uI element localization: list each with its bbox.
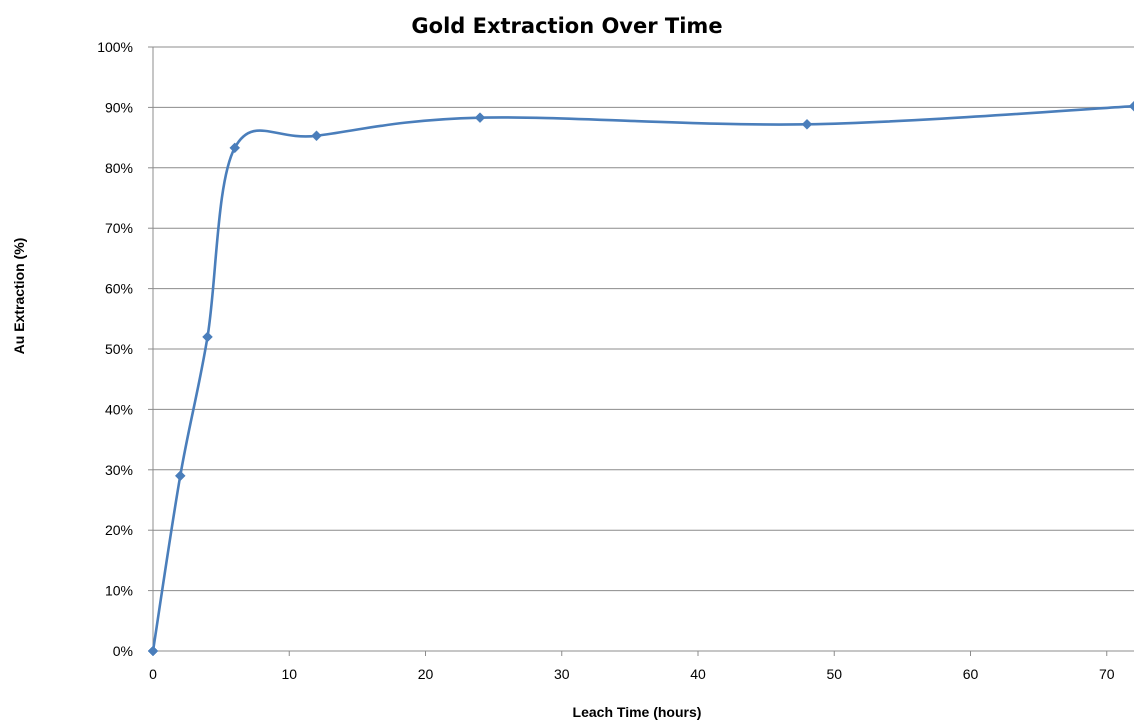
y-tick-label: 50% — [105, 341, 133, 357]
data-series — [147, 100, 1134, 657]
x-tick-label: 40 — [690, 666, 706, 682]
gridlines — [153, 46, 1134, 652]
x-tick-label: 70 — [1099, 666, 1115, 682]
axes — [148, 46, 1108, 656]
data-point-marker — [311, 130, 322, 142]
y-tick-label: 30% — [105, 462, 133, 478]
y-tick-label: 0% — [113, 643, 133, 659]
y-tick-label: 40% — [105, 401, 133, 417]
data-point-marker — [474, 112, 486, 124]
y-tick-label: 60% — [105, 281, 133, 297]
x-tick-label: 10 — [281, 666, 297, 682]
x-tick-label: 60 — [963, 666, 979, 682]
x-tick-label: 30 — [554, 666, 570, 682]
x-tick-label: 0 — [149, 666, 157, 682]
x-axis-label: Leach Time (hours) — [573, 704, 702, 720]
y-tick-label: 100% — [97, 39, 133, 55]
y-tick-labels: 0% 10% 20% 30% 40% 50% 60% 70% 80% 90% 100% — [97, 39, 133, 659]
y-tick-label: 10% — [105, 583, 133, 599]
y-tick-label: 80% — [105, 160, 133, 176]
data-point-marker — [801, 118, 813, 130]
chart-title: Gold Extraction Over Time — [411, 14, 723, 38]
data-point-marker — [147, 645, 159, 657]
y-axis-label: Au Extraction (%) — [11, 238, 27, 355]
data-point-marker — [202, 331, 213, 343]
y-tick-label: 20% — [105, 522, 133, 538]
y-tick-label: 90% — [105, 99, 133, 115]
data-point-marker — [174, 470, 186, 482]
x-tick-label: 20 — [418, 666, 434, 682]
x-tick-label: 50 — [826, 666, 842, 682]
data-point-marker — [1128, 100, 1134, 112]
y-tick-label: 70% — [105, 220, 133, 236]
x-tick-labels: 0 10 20 30 40 50 60 70 — [149, 666, 1115, 682]
data-point-marker — [229, 142, 241, 154]
series-line — [151, 104, 1134, 652]
